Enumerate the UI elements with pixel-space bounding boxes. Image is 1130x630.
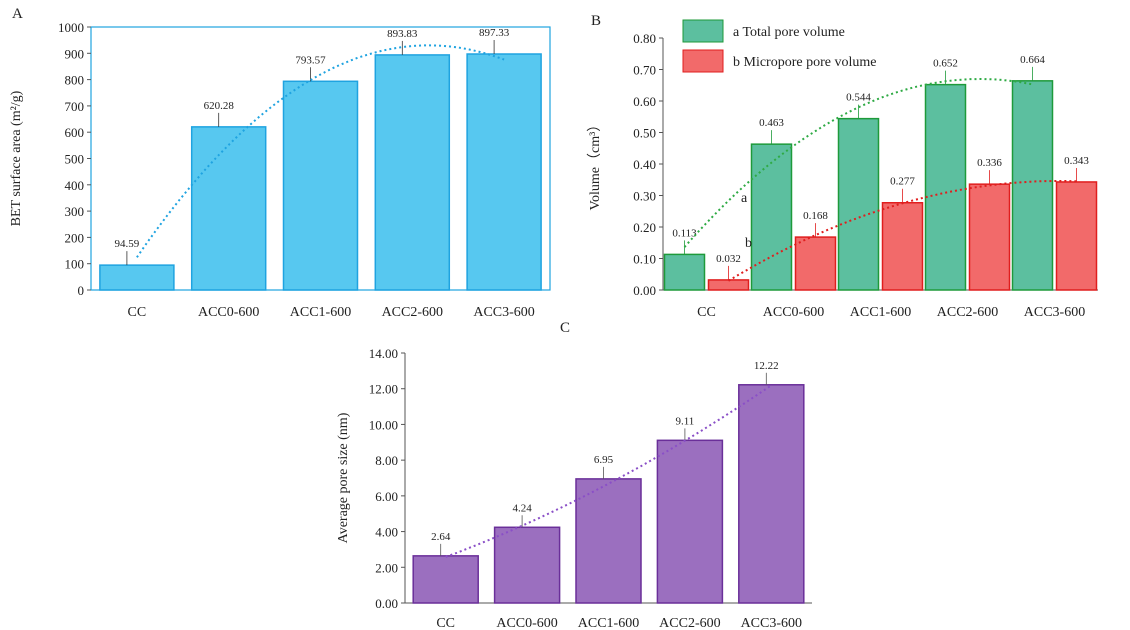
panel-c-x-tick-label: ACC0-600 <box>496 616 557 630</box>
panel-b-y-tick-label: 0.20 <box>633 220 656 235</box>
panel-b-curve-letter-b: b <box>745 236 752 251</box>
panel-b-x-tick-label: ACC0-600 <box>763 305 824 320</box>
panel-a-bar <box>99 264 175 291</box>
panel-a-bar <box>190 126 267 291</box>
panel-c-x-tick-label: CC <box>436 616 455 630</box>
panel-a-data-label: 793.57 <box>295 54 326 66</box>
panel-c-x-tick-label: ACC1-600 <box>578 616 639 630</box>
panel-c-y-tick-label: 12.00 <box>369 382 398 397</box>
panel-c-bar <box>738 384 805 604</box>
panel-b-trendline-a <box>683 77 1033 248</box>
panel-b-data-label: 0.664 <box>1020 54 1045 66</box>
panel-b-legend-swatch-a <box>682 19 724 43</box>
panel-c-x-tick-label: ACC3-600 <box>741 616 802 630</box>
panel-a-x-tick-label: ACC1-600 <box>290 305 351 320</box>
panel-c-data-label: 4.24 <box>512 502 532 514</box>
panel-b-bar-b <box>968 183 1011 291</box>
panel-c-y-tick-label: 8.00 <box>375 453 398 468</box>
panel-a-y-tick-label: 500 <box>65 152 85 167</box>
panel-b-y-axis-title: Volume（cm³） <box>587 118 603 211</box>
panel-b-bar-a <box>663 253 706 291</box>
panel-b-bar-b <box>707 279 750 291</box>
panel-a-data-label: 620.28 <box>204 100 235 112</box>
panel-a-x-tick-label: CC <box>128 305 147 320</box>
panel-b-bar-a <box>1011 80 1054 291</box>
panel-a-data-label: 94.59 <box>115 238 140 250</box>
panel-b-bar-b <box>1055 181 1098 291</box>
panel-b-data-label: 0.168 <box>803 210 828 222</box>
panel-b-bar-a <box>837 117 880 291</box>
panel-c-label: C <box>560 320 570 336</box>
panel-a-y-tick-label: 700 <box>65 99 85 114</box>
panel-b-x-tick-label: ACC1-600 <box>850 305 911 320</box>
panel-c-data-label: 9.11 <box>675 415 694 427</box>
panel-b-data-label: 0.544 <box>846 92 871 104</box>
panel-b-label: B <box>591 13 601 29</box>
panel-c-bar <box>575 478 642 604</box>
panel-a-data-label: 897.33 <box>479 27 510 39</box>
panel-a-y-tick-label: 300 <box>65 204 85 219</box>
panel-a-y-tick-label: 800 <box>65 73 85 88</box>
panel-c-y-tick-label: 6.00 <box>375 489 398 504</box>
panel-c-x-tick-label: ACC2-600 <box>659 616 720 630</box>
panel-b-data-label: 0.113 <box>672 227 697 239</box>
panel-a-y-tick-label: 0 <box>78 283 85 298</box>
panel-c-data-label: 2.64 <box>431 531 451 543</box>
panel-a-x-tick-label: ACC0-600 <box>198 305 259 320</box>
panel-c-bar <box>412 555 479 604</box>
panel-a-bar <box>466 53 542 291</box>
panel-b-bar-a <box>750 143 793 291</box>
panel-c-data-label: 12.22 <box>754 360 779 372</box>
panel-b-trendline-b <box>727 180 1077 282</box>
panel-a-y-tick-label: 200 <box>65 230 85 245</box>
panel-c-bar <box>493 526 561 604</box>
panel-a-label: A <box>12 6 23 22</box>
panel-a-bar <box>374 54 451 291</box>
panel-b-data-label: 0.343 <box>1064 155 1089 167</box>
panel-c-y-tick-label: 2.00 <box>375 560 398 575</box>
panel-b-x-tick-label: CC <box>697 305 716 320</box>
panel-b-data-label: 0.277 <box>890 176 915 188</box>
panel-b-x-tick-label: ACC2-600 <box>937 305 998 320</box>
panel-b-data-label: 0.463 <box>759 117 784 129</box>
panel-b-y-tick-label: 0.10 <box>633 252 656 267</box>
panel-b-y-tick-label: 0.60 <box>633 94 656 109</box>
panel-a-trendline <box>136 44 505 258</box>
panel-a-y-tick-label: 100 <box>65 257 85 272</box>
panel-a-y-tick-label: 400 <box>65 178 85 193</box>
panel-b-legend-label-b: b Micropore pore volume <box>733 55 876 70</box>
panel-b-y-tick-label: 0.50 <box>633 126 656 141</box>
panel-a-y-tick-label: 900 <box>65 46 85 61</box>
panel-c-bar <box>656 439 724 604</box>
panel-b-y-tick-label: 0.30 <box>633 189 656 204</box>
panel-b-y-tick-label: 0.00 <box>633 283 656 298</box>
panel-c-y-tick-label: 4.00 <box>375 525 398 540</box>
panel-c-y-axis-title: Average pore size (nm) <box>336 412 351 543</box>
panel-b-data-label: 0.032 <box>716 253 741 265</box>
panel-b-legend-swatch-b <box>682 49 724 73</box>
panel-b-legend-label-a: a Total pore volume <box>733 25 845 40</box>
panel-b-bar-b <box>881 201 924 291</box>
panel-a-x-tick-label: ACC3-600 <box>473 305 534 320</box>
panel-b-x-tick-label: ACC3-600 <box>1024 305 1085 320</box>
panel-c-data-label: 6.95 <box>594 454 614 466</box>
panel-b-bar-b <box>794 236 837 291</box>
panel-a-bar <box>282 80 359 291</box>
panel-b-data-label: 0.336 <box>977 157 1002 169</box>
panel-a-y-axis-title: BET surface area (m²/g) <box>9 90 24 226</box>
panel-b-y-tick-label: 0.40 <box>633 157 656 172</box>
panel-a-y-tick-label: 1000 <box>58 20 84 35</box>
panel-b-bar-a <box>924 83 967 291</box>
panel-a-y-tick-label: 600 <box>65 125 85 140</box>
panel-b-y-tick-label: 0.80 <box>633 31 656 46</box>
panel-c-y-tick-label: 0.00 <box>375 596 398 611</box>
panel-a-data-label: 893.83 <box>387 28 418 40</box>
panel-b-y-tick-label: 0.70 <box>633 63 656 78</box>
panel-c-y-tick-label: 14.00 <box>369 346 398 361</box>
panel-b-curve-letter-a: a <box>741 191 748 206</box>
panel-c-y-tick-label: 10.00 <box>369 417 398 432</box>
panel-b-data-label: 0.652 <box>933 58 958 70</box>
panel-a-x-tick-label: ACC2-600 <box>382 305 443 320</box>
